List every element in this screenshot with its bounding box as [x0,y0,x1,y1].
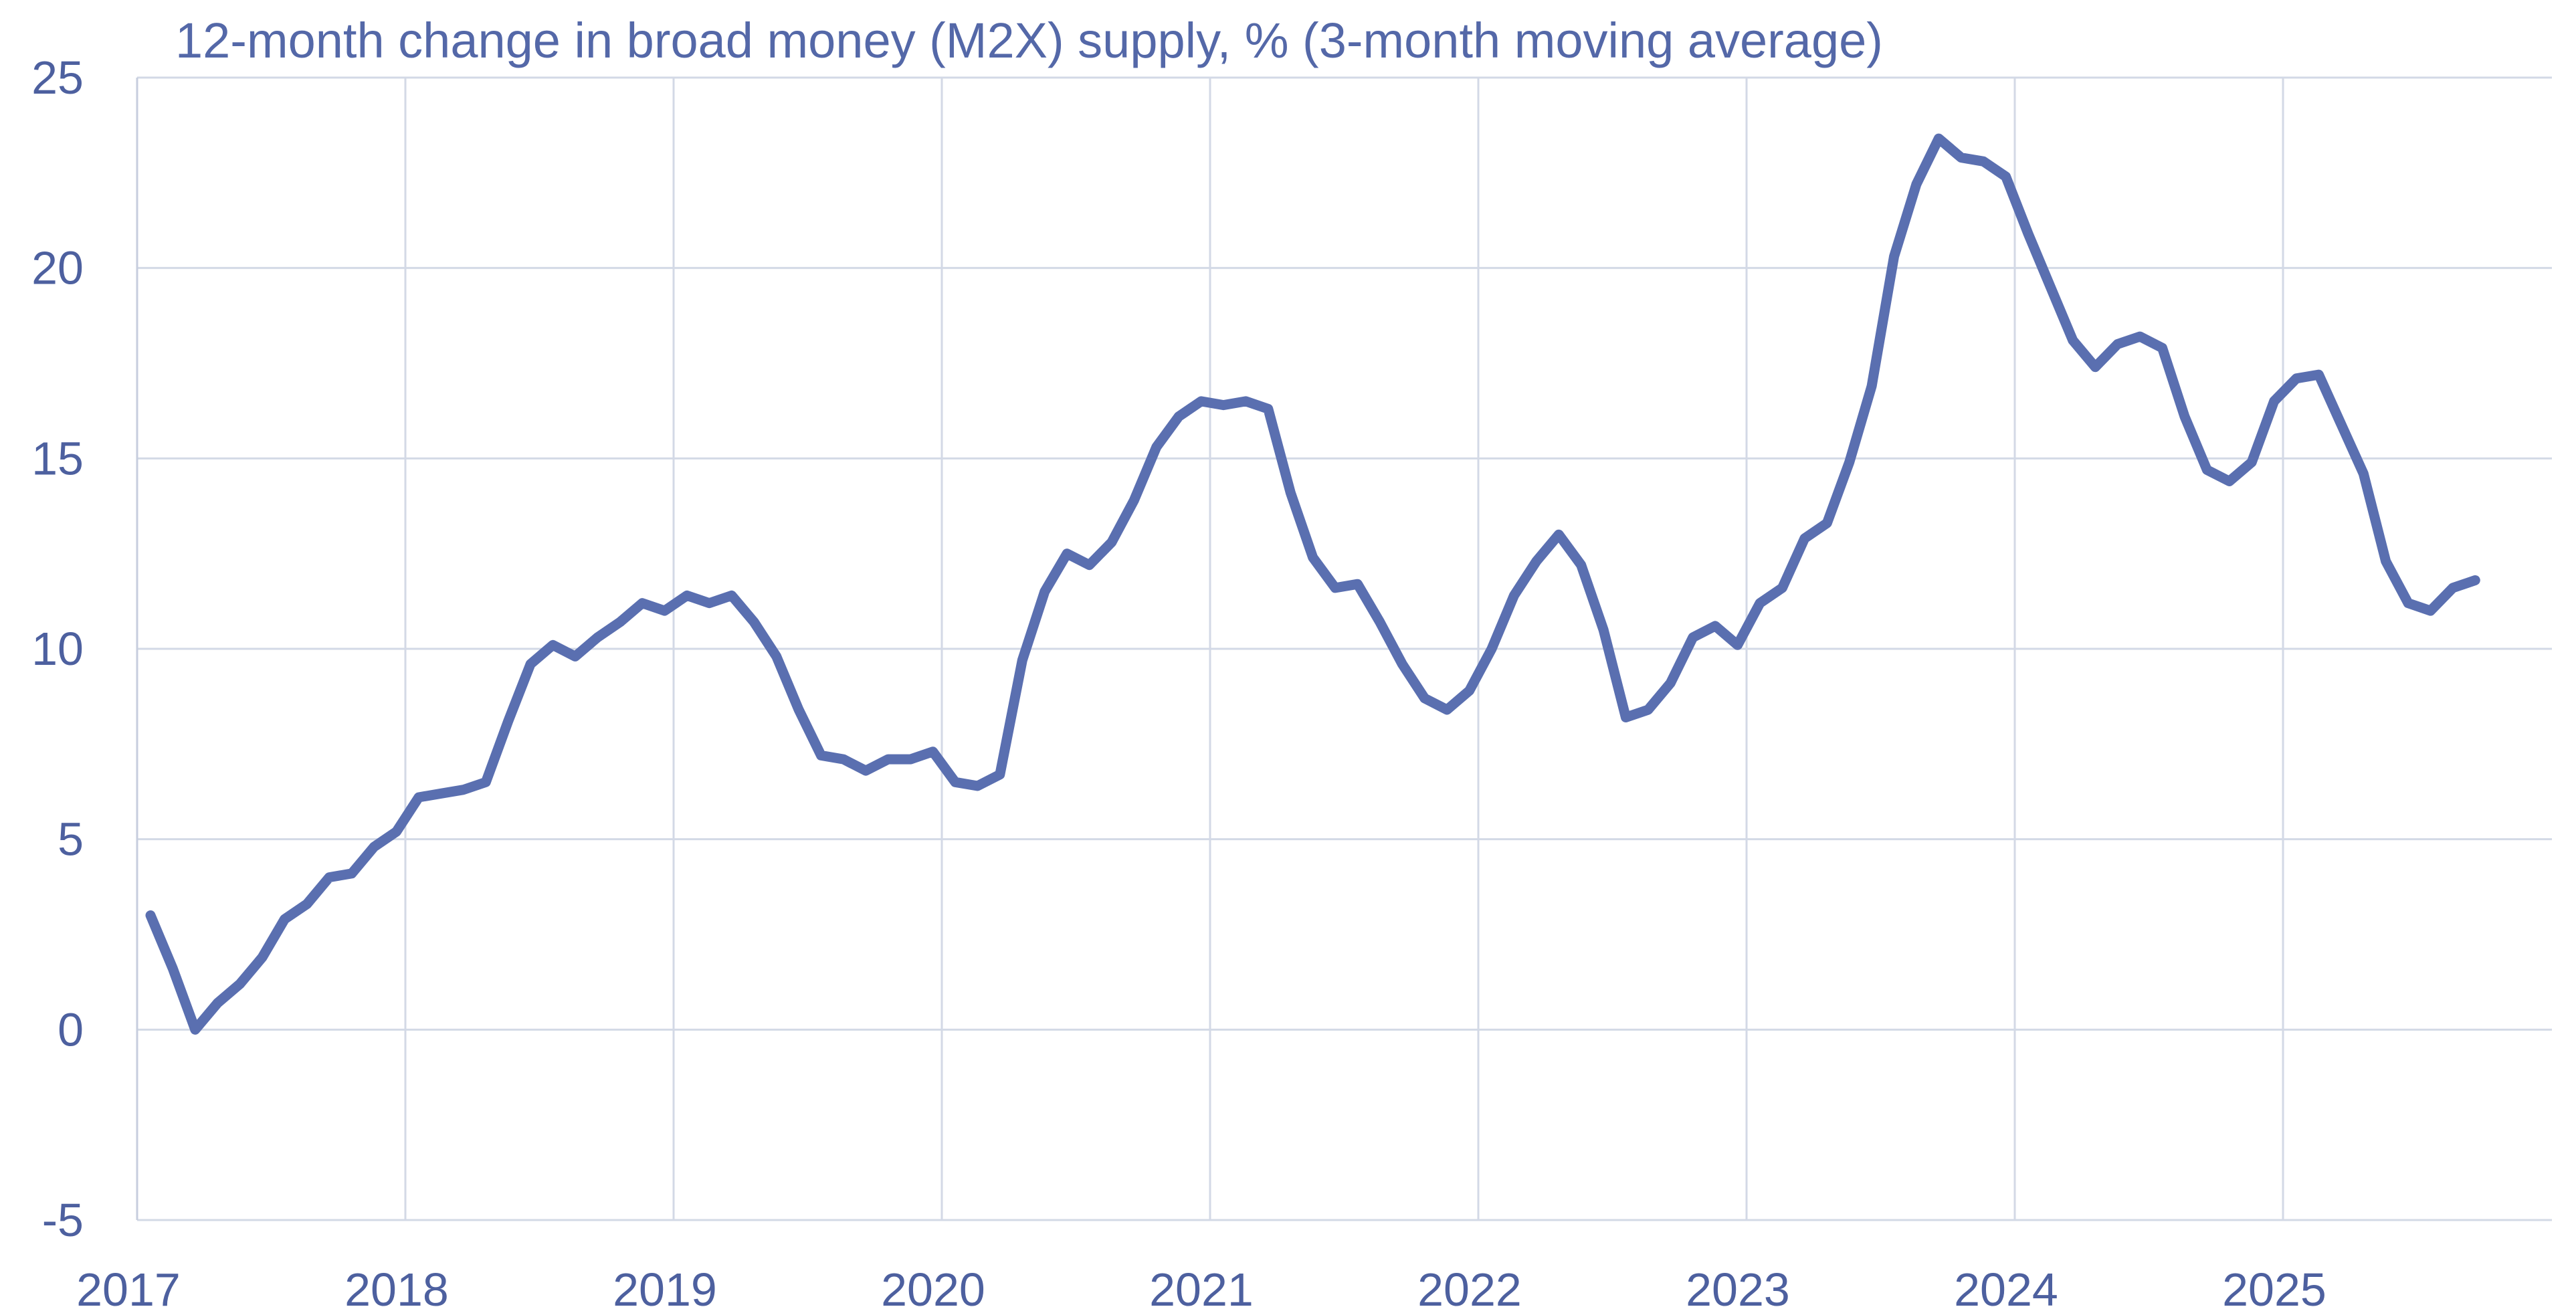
y-tick-label: 5 [58,813,84,866]
y-axis-tick-labels: 25 20 15 10 5 0 -5 [31,52,84,1246]
y-tick-label: 25 [31,52,84,104]
gridlines [136,76,2552,1221]
x-axis-tick-labels: 2017 2018 2019 2020 2021 2022 2023 2024 2025 [76,1264,2326,1307]
series-line-0 [145,133,2480,1035]
series-layer [145,133,2480,1035]
y-tick-label: 10 [31,623,84,675]
x-tick-label: 2020 [881,1264,985,1307]
x-tick-label: 2025 [2222,1264,2326,1307]
x-tick-label: 2023 [1686,1264,1790,1307]
x-tick-label: 2017 [76,1264,181,1307]
x-tick-label: 2024 [1954,1264,2058,1307]
x-tick-label: 2018 [344,1264,449,1307]
x-tick-label: 2019 [613,1264,717,1307]
y-tick-label: -5 [42,1194,84,1246]
chart-title: 12-month change in broad money (M2X) sup… [175,13,1883,68]
y-tick-label: 15 [31,432,84,484]
y-tick-label: 20 [31,242,84,294]
x-tick-label: 2021 [1149,1264,1254,1307]
x-tick-label: 2022 [1417,1264,1522,1307]
y-tick-label: 0 [58,1003,84,1055]
